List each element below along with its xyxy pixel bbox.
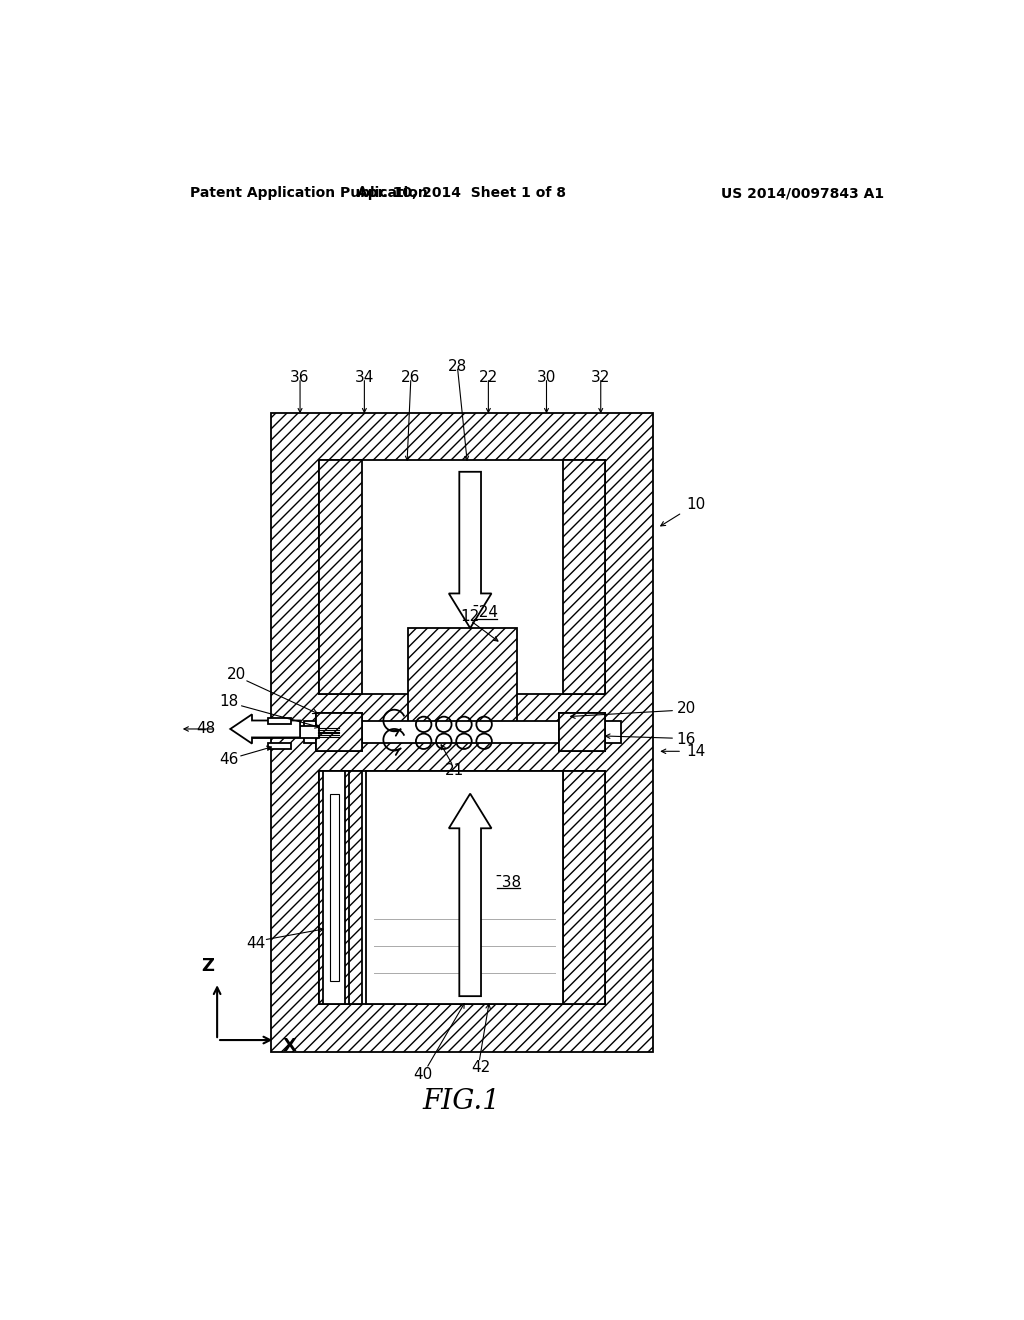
Text: 14: 14 — [686, 743, 706, 759]
Bar — [267, 718, 291, 725]
Text: 26: 26 — [401, 371, 421, 385]
Bar — [366, 771, 563, 1003]
Text: US 2014/0097843 A1: US 2014/0097843 A1 — [721, 186, 884, 201]
Bar — [409, 628, 517, 729]
Text: 44: 44 — [246, 936, 265, 952]
Text: 22: 22 — [479, 371, 498, 385]
Bar — [559, 713, 605, 751]
Text: 30: 30 — [537, 371, 556, 385]
Bar — [559, 713, 605, 751]
Bar — [304, 721, 621, 743]
Text: 40: 40 — [413, 1067, 432, 1082]
Text: 16: 16 — [677, 733, 696, 747]
Text: 18: 18 — [219, 694, 239, 709]
Text: 21: 21 — [445, 763, 464, 777]
FancyArrow shape — [449, 471, 492, 628]
Bar — [267, 743, 291, 748]
Bar — [271, 413, 653, 1052]
Text: Patent Application Publication: Patent Application Publication — [190, 186, 428, 201]
Bar — [319, 771, 605, 1003]
FancyArrow shape — [449, 793, 492, 997]
Text: 20: 20 — [227, 667, 246, 682]
Text: 36: 36 — [290, 371, 310, 385]
Text: 48: 48 — [196, 722, 215, 737]
Text: 12: 12 — [461, 609, 480, 624]
Bar — [319, 771, 349, 1003]
Bar — [315, 713, 362, 751]
Bar — [563, 771, 605, 1003]
Text: X: X — [283, 1038, 297, 1055]
Bar — [319, 461, 362, 693]
Text: 32: 32 — [591, 371, 610, 385]
Bar — [315, 713, 362, 751]
Text: 20: 20 — [677, 701, 696, 717]
Bar — [563, 461, 605, 693]
Text: 10: 10 — [686, 498, 706, 512]
Text: 34: 34 — [354, 371, 374, 385]
Text: Z: Z — [202, 957, 214, 974]
Text: 46: 46 — [219, 751, 239, 767]
Text: FIG.1: FIG.1 — [422, 1088, 500, 1115]
Text: 28: 28 — [447, 359, 467, 374]
Text: Apr. 10, 2014  Sheet 1 of 8: Apr. 10, 2014 Sheet 1 of 8 — [356, 186, 565, 201]
FancyArrow shape — [230, 714, 300, 743]
Bar — [319, 461, 605, 693]
Text: ¯38: ¯38 — [495, 875, 521, 890]
Bar — [319, 771, 362, 1003]
Bar — [330, 793, 339, 981]
Bar — [248, 726, 319, 738]
Text: ¯24: ¯24 — [471, 605, 498, 620]
Bar — [324, 771, 345, 1003]
Text: 42: 42 — [471, 1060, 490, 1074]
